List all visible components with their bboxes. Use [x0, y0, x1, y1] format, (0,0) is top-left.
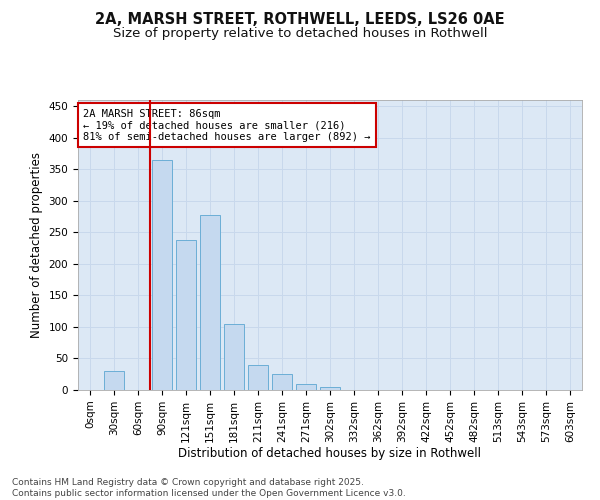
- Bar: [320, 387, 340, 390]
- Bar: [296, 384, 316, 390]
- Bar: [176, 240, 196, 390]
- Bar: [104, 371, 124, 390]
- Text: 2A, MARSH STREET, ROTHWELL, LEEDS, LS26 0AE: 2A, MARSH STREET, ROTHWELL, LEEDS, LS26 …: [95, 12, 505, 28]
- X-axis label: Distribution of detached houses by size in Rothwell: Distribution of detached houses by size …: [179, 448, 482, 460]
- Bar: [272, 374, 292, 390]
- Text: 2A MARSH STREET: 86sqm
← 19% of detached houses are smaller (216)
81% of semi-de: 2A MARSH STREET: 86sqm ← 19% of detached…: [83, 108, 371, 142]
- Bar: [152, 160, 172, 390]
- Bar: [224, 324, 244, 390]
- Y-axis label: Number of detached properties: Number of detached properties: [30, 152, 43, 338]
- Text: Contains HM Land Registry data © Crown copyright and database right 2025.
Contai: Contains HM Land Registry data © Crown c…: [12, 478, 406, 498]
- Bar: [200, 216, 220, 390]
- Text: Size of property relative to detached houses in Rothwell: Size of property relative to detached ho…: [113, 28, 487, 40]
- Bar: [248, 365, 268, 390]
